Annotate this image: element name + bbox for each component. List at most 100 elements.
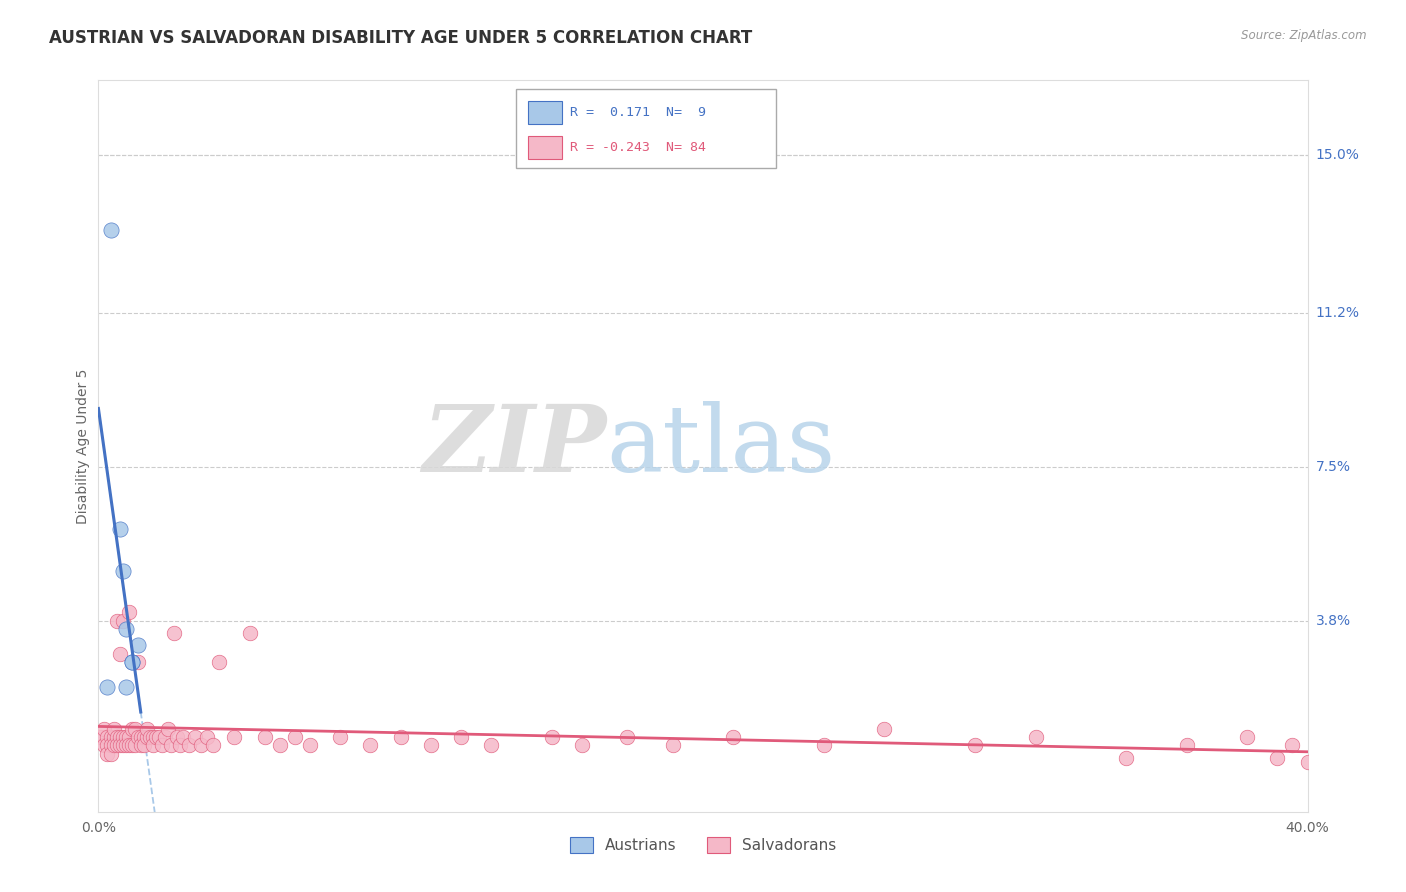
Point — [121, 655, 143, 669]
Point — [108, 522, 131, 536]
Point — [103, 730, 125, 744]
Point — [93, 722, 115, 736]
Point — [1024, 730, 1046, 744]
Point — [284, 730, 307, 744]
Point — [108, 730, 131, 744]
Point — [1267, 750, 1289, 764]
Point — [1236, 730, 1258, 744]
Point — [100, 738, 122, 752]
Point — [142, 738, 165, 752]
Point — [127, 730, 149, 744]
Point — [190, 738, 212, 752]
Point — [124, 722, 146, 736]
Point — [661, 738, 683, 752]
Bar — [527, 101, 561, 124]
Point — [96, 747, 118, 761]
Point — [118, 605, 141, 619]
Point — [93, 738, 115, 752]
Point — [103, 738, 125, 752]
Text: AUSTRIAN VS SALVADORAN DISABILITY AGE UNDER 5 CORRELATION CHART: AUSTRIAN VS SALVADORAN DISABILITY AGE UN… — [49, 29, 752, 47]
Point — [111, 730, 134, 744]
Point — [299, 738, 322, 752]
Point — [114, 680, 136, 694]
Point — [111, 614, 134, 628]
Point — [118, 738, 141, 752]
Point — [965, 738, 987, 752]
Point — [540, 730, 562, 744]
Point — [96, 730, 118, 744]
Point — [105, 738, 128, 752]
Point — [132, 738, 155, 752]
Point — [723, 730, 745, 744]
Text: 15.0%: 15.0% — [1316, 148, 1360, 162]
Point — [121, 738, 143, 752]
Point — [121, 655, 143, 669]
Point — [166, 730, 188, 744]
Point — [616, 730, 638, 744]
Point — [103, 722, 125, 736]
Point — [111, 564, 134, 578]
Point — [129, 730, 152, 744]
Point — [1115, 750, 1137, 764]
Point — [156, 722, 179, 736]
Point — [105, 730, 128, 744]
Point — [114, 738, 136, 752]
Point — [169, 738, 191, 752]
Point — [873, 722, 896, 736]
Text: 7.5%: 7.5% — [1316, 459, 1351, 474]
Point — [108, 738, 131, 752]
Point — [96, 680, 118, 694]
Text: Source: ZipAtlas.com: Source: ZipAtlas.com — [1241, 29, 1367, 43]
Point — [420, 738, 443, 752]
Point — [100, 730, 122, 744]
Text: R =  0.171  N=  9: R = 0.171 N= 9 — [569, 106, 706, 120]
Point — [202, 738, 225, 752]
Point — [145, 730, 167, 744]
Point — [481, 738, 503, 752]
Point — [195, 730, 218, 744]
Text: ZIP: ZIP — [422, 401, 606, 491]
Point — [160, 738, 183, 752]
Point — [100, 223, 122, 237]
Point — [150, 738, 173, 752]
Legend: Austrians, Salvadorans: Austrians, Salvadorans — [564, 830, 842, 859]
Point — [129, 738, 152, 752]
Text: R = -0.243  N= 84: R = -0.243 N= 84 — [569, 141, 706, 154]
Point — [1296, 755, 1319, 769]
FancyBboxPatch shape — [516, 89, 776, 168]
Point — [450, 730, 472, 744]
Text: atlas: atlas — [606, 401, 835, 491]
Point — [105, 614, 128, 628]
Point — [132, 730, 155, 744]
Point — [389, 730, 412, 744]
Point — [100, 747, 122, 761]
Point — [269, 738, 291, 752]
Point — [90, 730, 112, 744]
Point — [121, 722, 143, 736]
Y-axis label: Disability Age Under 5: Disability Age Under 5 — [76, 368, 90, 524]
Point — [135, 722, 157, 736]
Text: 3.8%: 3.8% — [1316, 614, 1351, 628]
Point — [153, 730, 176, 744]
Point — [124, 738, 146, 752]
Text: 11.2%: 11.2% — [1316, 306, 1360, 320]
Point — [571, 738, 593, 752]
Point — [139, 730, 162, 744]
Point — [108, 647, 131, 661]
Point — [111, 738, 134, 752]
Point — [184, 730, 207, 744]
Point — [224, 730, 246, 744]
Point — [142, 730, 165, 744]
Point — [118, 730, 141, 744]
Point — [179, 738, 201, 752]
Point — [135, 730, 157, 744]
Point — [329, 730, 352, 744]
Point — [148, 730, 170, 744]
Point — [114, 622, 136, 636]
Point — [1281, 738, 1303, 752]
Point — [239, 626, 262, 640]
Point — [127, 655, 149, 669]
Point — [813, 738, 835, 752]
Point — [127, 639, 149, 653]
Point — [172, 730, 194, 744]
